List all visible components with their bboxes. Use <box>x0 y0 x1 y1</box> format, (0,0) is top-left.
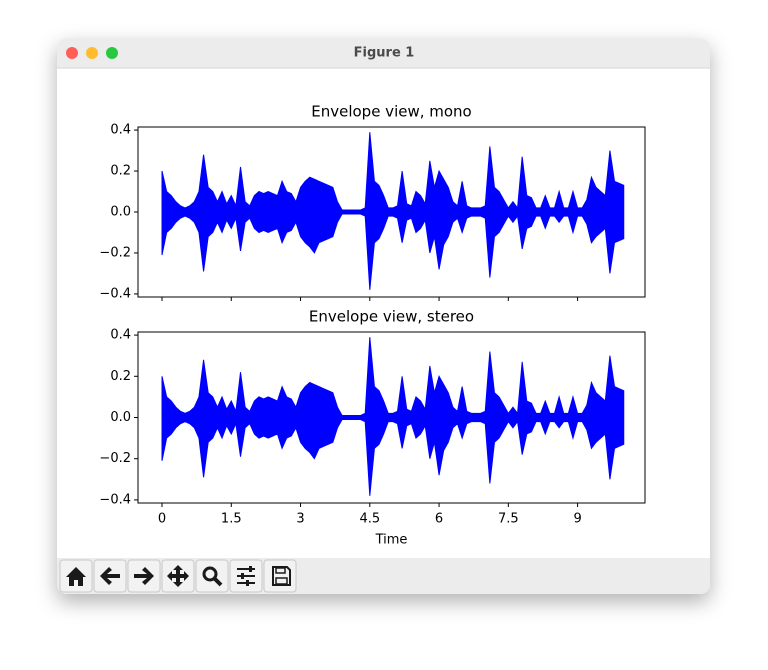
window-title: Figure 1 <box>354 46 415 61</box>
y-tick-label: 0.2 <box>110 369 131 384</box>
title-bar <box>57 38 710 68</box>
y-tick-label: 0.0 <box>110 410 131 425</box>
envelope <box>161 337 625 496</box>
x-tick-label: 4.5 <box>359 512 380 527</box>
y-tick-label: −0.4 <box>99 286 131 301</box>
y-tick-label: −0.2 <box>99 245 131 260</box>
back-button[interactable] <box>93 559 127 593</box>
plots: Envelope view, mono −0.4 −0.2 0.0 0.2 0.4 Enve… <box>99 103 646 548</box>
zoom-button[interactable] <box>106 47 118 59</box>
x-tick-label: 7.5 <box>498 512 519 527</box>
x-tick-label: 0 <box>158 512 166 527</box>
envelope <box>161 132 625 290</box>
chart-title: Envelope view, mono <box>311 103 472 121</box>
x-axis-label: Time <box>375 533 408 548</box>
save-button[interactable] <box>263 559 297 593</box>
close-button[interactable] <box>66 47 78 59</box>
x-tick-label: 3 <box>296 512 304 527</box>
y-tick-label: 0.0 <box>110 205 131 220</box>
configure-button[interactable] <box>229 559 263 593</box>
x-tick-label: 9 <box>573 512 581 527</box>
home-button[interactable] <box>59 559 93 593</box>
x-tick-label: 1.5 <box>221 512 242 527</box>
zoom-tool-button[interactable] <box>195 559 229 593</box>
y-tick-label: −0.2 <box>99 451 131 466</box>
forward-button[interactable] <box>127 559 161 593</box>
x-tick-label: 6 <box>435 512 443 527</box>
y-tick-label: −0.4 <box>99 492 131 507</box>
minimize-button[interactable] <box>86 47 98 59</box>
toolbar-buttons <box>59 559 297 593</box>
window <box>57 38 710 594</box>
pan-button[interactable] <box>161 559 195 593</box>
y-tick-label: 0.2 <box>110 164 131 179</box>
y-tick-label: 0.4 <box>110 123 131 138</box>
chart-title: Envelope view, stereo <box>309 308 474 326</box>
y-tick-label: 0.4 <box>110 328 131 343</box>
